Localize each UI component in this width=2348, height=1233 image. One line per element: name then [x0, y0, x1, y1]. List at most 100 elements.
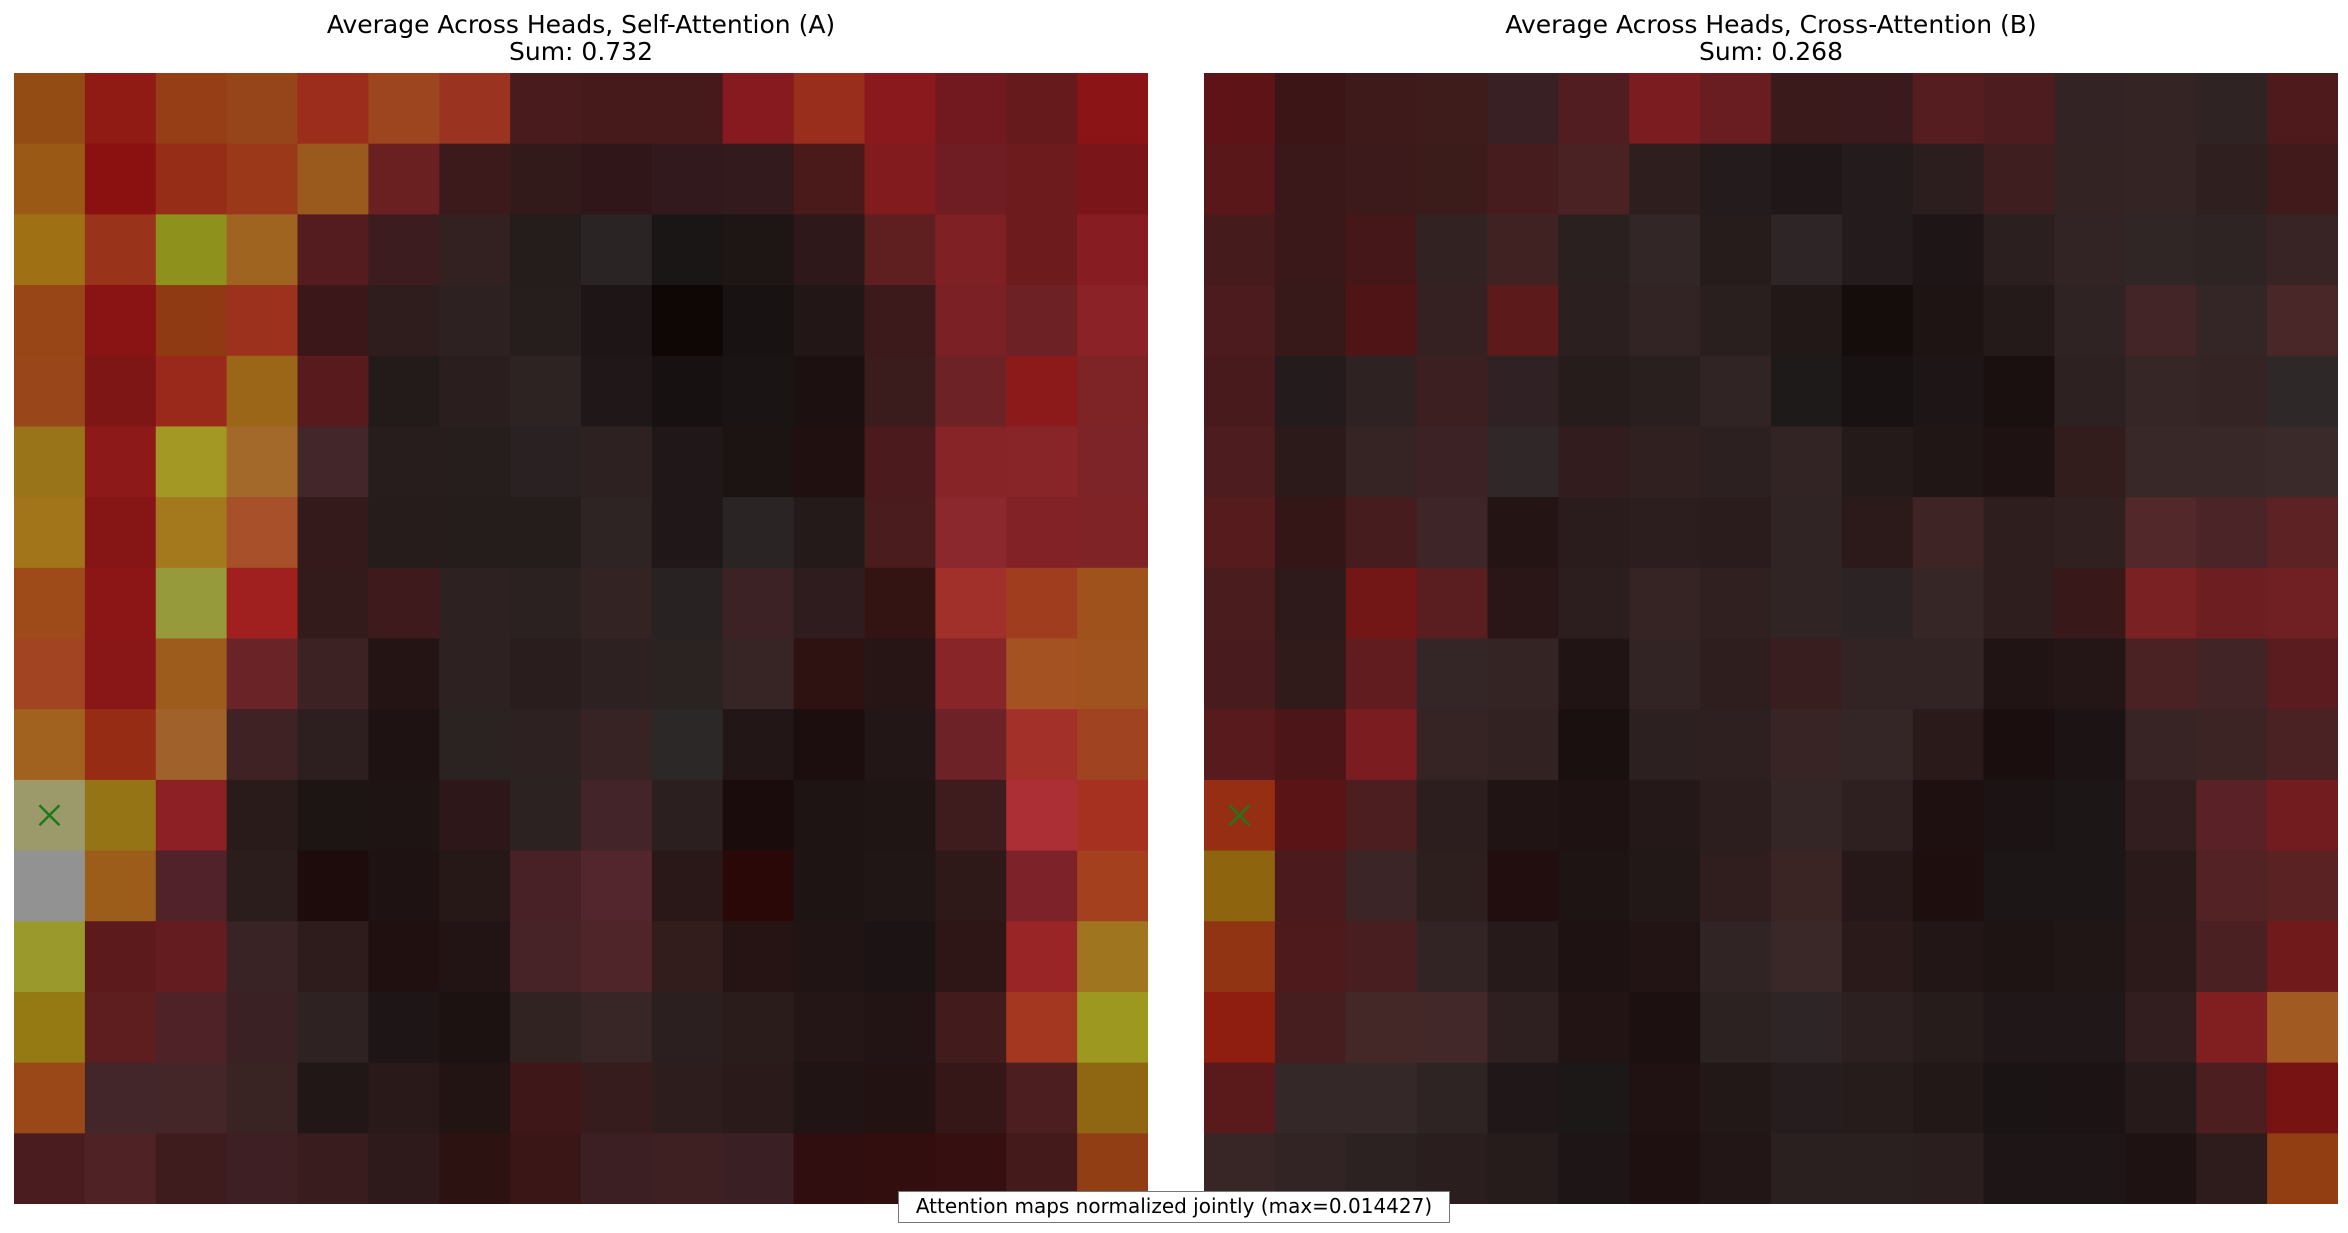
- heatmap-cell-r2-c3: [226, 214, 299, 286]
- heatmap-cell-r14-c10: [722, 1062, 795, 1134]
- heatmap-cell-r10-c15: [1077, 779, 1148, 852]
- heatmap-cell-r12-c4: [1487, 921, 1559, 993]
- heatmap-cell-r8-c7: [1700, 638, 1772, 710]
- heatmap-cell-r9-c6: [439, 709, 511, 781]
- heatmap-cell-r1-c13: [935, 143, 1007, 215]
- heatmap-cell-r8-c13: [935, 638, 1007, 710]
- heatmap-cell-r2-c14: [1006, 214, 1078, 286]
- heatmap-cell-r13-c8: [581, 991, 653, 1064]
- heatmap-cell-r5-c3: [226, 426, 299, 498]
- heatmap-cell-r15-c5: [1558, 1133, 1630, 1204]
- heatmap-cell-r13-c2: [1345, 991, 1418, 1064]
- heatmap-cell-r1-c6: [1629, 143, 1701, 215]
- heatmap-cell-r4-c15: [1077, 355, 1148, 428]
- heatmap-cell-r8-c14: [1006, 638, 1078, 710]
- heatmap-cell-r2-c0: [1204, 214, 1276, 286]
- heatmap-cell-r0-c6: [1629, 73, 1701, 145]
- heatmap-cell-r14-c11: [1983, 1062, 2056, 1134]
- heatmap-cell-r2-c13: [935, 214, 1007, 286]
- heatmap-cell-r10-c14: [2196, 779, 2268, 852]
- heatmap-cell-r1-c2: [155, 143, 228, 215]
- heatmap-cell-r6-c14: [1006, 497, 1078, 569]
- heatmap-cell-r5-c8: [581, 426, 653, 498]
- heatmap-cell-r4-c7: [510, 355, 582, 428]
- heatmap-cell-r11-c0: [14, 850, 86, 922]
- heatmap-cell-r1-c2: [1345, 143, 1418, 215]
- heatmap-cell-r9-c4: [297, 709, 369, 781]
- heatmap-cell-r10-c12: [2054, 779, 2126, 852]
- heatmap-cell-r9-c10: [1912, 709, 1985, 781]
- heatmap-cell-r11-c11: [793, 850, 866, 922]
- heatmap-cell-r1-c0: [1204, 143, 1276, 215]
- heatmap-cell-r2-c5: [1558, 214, 1630, 286]
- heatmap-cell-r11-c10: [722, 850, 795, 922]
- heatmap-cell-r0-c14: [2196, 73, 2268, 145]
- normalization-footnote: Attention maps normalized jointly (max=0…: [898, 1191, 1450, 1223]
- heatmap-cell-r5-c2: [155, 426, 228, 498]
- heatmap-cell-r6-c11: [1983, 497, 2056, 569]
- heatmap-cell-r5-c13: [2125, 426, 2197, 498]
- heatmap-cell-r0-c12: [2054, 73, 2126, 145]
- heatmap-cell-r6-c10: [722, 497, 795, 569]
- heatmap-cell-r8-c5: [368, 638, 440, 710]
- heatmap-cell-r0-c1: [1274, 73, 1347, 145]
- heatmap-cell-r13-c7: [510, 991, 582, 1064]
- heatmap-cell-r14-c1: [84, 1062, 157, 1134]
- heatmap-cell-r0-c15: [2267, 73, 2338, 145]
- heatmap-cell-r9-c4: [1487, 709, 1559, 781]
- heatmap-cell-r3-c15: [1077, 285, 1148, 357]
- heatmap-cell-r8-c13: [2125, 638, 2197, 710]
- heatmap-cell-r6-c12: [864, 497, 936, 569]
- heatmap-cell-r9-c3: [226, 709, 299, 781]
- heatmap-cell-r9-c15: [2267, 709, 2338, 781]
- heatmap-cell-r3-c10: [1912, 285, 1985, 357]
- heatmap-cell-r10-c13: [935, 779, 1007, 852]
- heatmap-cell-r15-c1: [84, 1133, 157, 1204]
- heatmap-cell-r3-c1: [1274, 285, 1347, 357]
- heatmap-cell-r14-c0: [1204, 1062, 1276, 1134]
- heatmap-cell-r8-c4: [1487, 638, 1559, 710]
- heatmap-cell-r1-c3: [1416, 143, 1489, 215]
- heatmap-cell-r13-c4: [1487, 991, 1559, 1064]
- heatmap-cell-r4-c9: [1841, 355, 1914, 428]
- heatmap-cell-r7-c7: [510, 567, 582, 640]
- heatmap-cell-r13-c10: [1912, 991, 1985, 1064]
- heatmap-cell-r15-c11: [1983, 1133, 2056, 1204]
- heatmap-cell-r13-c8: [1771, 991, 1843, 1064]
- heatmap-cell-r0-c4: [1487, 73, 1559, 145]
- heatmap-cell-r7-c12: [2054, 567, 2126, 640]
- heatmap-cell-r6-c0: [1204, 497, 1276, 569]
- chart-title: Average Across Heads, Cross-Attention (B…: [1505, 10, 2037, 39]
- heatmap-cell-r13-c5: [1558, 991, 1630, 1064]
- heatmap-cell-r10-c10: [1912, 779, 1985, 852]
- heatmap-cell-r2-c0: [14, 214, 86, 286]
- heatmap-cell-r4-c3: [1416, 355, 1489, 428]
- heatmap-cell-r6-c2: [1345, 497, 1418, 569]
- heatmap-cell-r14-c9: [1841, 1062, 1914, 1134]
- heatmap-cell-r1-c7: [1700, 143, 1772, 215]
- heatmap-cell-r6-c13: [2125, 497, 2197, 569]
- heatmap-cell-r2-c11: [1983, 214, 2056, 286]
- heatmap-cell-r7-c15: [1077, 567, 1148, 640]
- heatmap-cell-r2-c11: [793, 214, 866, 286]
- chart-title: Average Across Heads, Self-Attention (A): [326, 10, 836, 39]
- heatmap-cell-r9-c9: [1841, 709, 1914, 781]
- heatmap-cell-r2-c10: [1912, 214, 1985, 286]
- heatmap-cell-r10-c5: [1558, 779, 1630, 852]
- heatmap-cell-r12-c5: [1558, 921, 1630, 993]
- heatmap-cell-r7-c10: [722, 567, 795, 640]
- heatmap-cell-r7-c9: [1841, 567, 1914, 640]
- heatmap-cell-r12-c4: [297, 921, 369, 993]
- heatmap-cell-r0-c3: [1416, 73, 1489, 145]
- heatmap-cell-r9-c2: [1345, 709, 1418, 781]
- heatmap-cell-r15-c7: [1700, 1133, 1772, 1204]
- heatmap-cell-r15-c3: [226, 1133, 299, 1204]
- heatmap-cell-r0-c13: [935, 73, 1007, 145]
- heatmap-cell-r11-c14: [1006, 850, 1078, 922]
- heatmap-cell-r14-c10: [1912, 1062, 1985, 1134]
- heatmap-cell-r6-c3: [226, 497, 299, 569]
- heatmap-cell-r8-c10: [722, 638, 795, 710]
- heatmap-cell-r9-c14: [2196, 709, 2268, 781]
- heatmap-cell-r13-c12: [2054, 991, 2126, 1064]
- heatmap-cell-r1-c3: [226, 143, 299, 215]
